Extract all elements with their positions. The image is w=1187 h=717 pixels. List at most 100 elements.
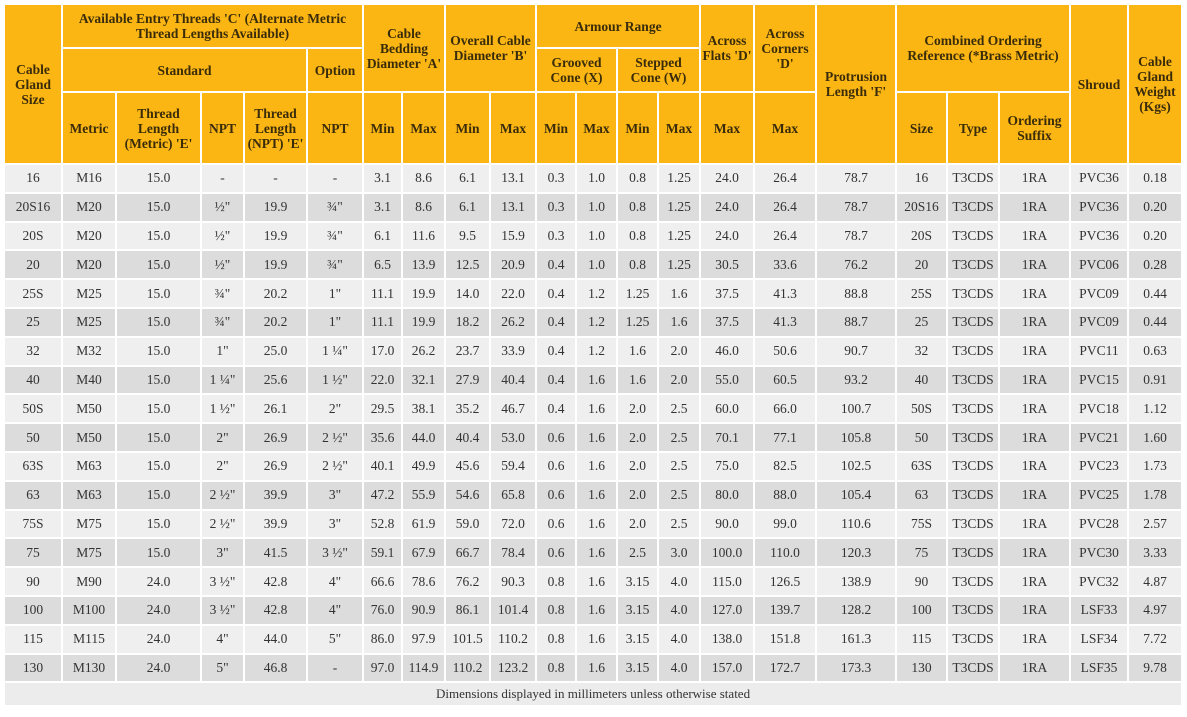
table-row: 90 M90 24.0 3 ½" 42.8 4" 66.6 78.6 76.2 90.3 0.8 1.… <box>5 568 1182 595</box>
table-cell: 7.72 <box>1129 625 1182 653</box>
table-cell: 15.0 <box>117 280 200 307</box>
table-cell: 35.6 <box>364 424 401 451</box>
table-cell: 15.0 <box>117 251 200 279</box>
table-cell: 1.6 <box>577 452 616 480</box>
table-cell: 2.5 <box>618 539 657 567</box>
table-row: 115 M115 24.0 4" 44.0 5" 86.0 97.9 101.5 110.2 0.8… <box>5 625 1182 653</box>
table-cell: 25 <box>5 308 61 336</box>
table-cell: T3CDS <box>948 568 998 595</box>
table-cell: 1.6 <box>577 625 616 653</box>
table-cell: 0.6 <box>537 510 575 538</box>
table-cell: ½" <box>202 251 243 279</box>
table-cell: T3CDS <box>948 366 998 394</box>
header-stepped-min: Min <box>618 93 657 163</box>
table-cell: 130 <box>5 654 61 682</box>
table-cell: 20.9 <box>491 251 535 279</box>
table-row: 75 M75 15.0 3" 41.5 3 ½" 59.1 67.9 66.7 78.4 0.6 1.… <box>5 539 1182 567</box>
table-cell: 1.12 <box>1129 395 1182 423</box>
table-cell: 0.44 <box>1129 280 1182 307</box>
table-cell: 97.0 <box>364 654 401 682</box>
table-cell: 50S <box>897 395 946 423</box>
header-bedding-min: Min <box>364 93 401 163</box>
table-cell: 15.0 <box>117 165 200 192</box>
table-cell: 32.1 <box>403 366 444 394</box>
table-cell: 25S <box>897 280 946 307</box>
table-cell: 75S <box>897 510 946 538</box>
table-cell: 11.6 <box>403 222 444 250</box>
table-cell: 1RA <box>1000 395 1070 423</box>
table-cell: 35.2 <box>446 395 489 423</box>
table-cell: 2.5 <box>659 481 699 509</box>
table-cell: 19.9 <box>403 308 444 336</box>
table-cell: 20.2 <box>245 280 306 307</box>
table-cell: 40 <box>5 366 61 394</box>
table-cell: 26.4 <box>755 222 815 250</box>
table-cell: 15.0 <box>117 308 200 336</box>
table-cell: 1RA <box>1000 452 1070 480</box>
table-cell: T3CDS <box>948 395 998 423</box>
table-cell: 19.9 <box>245 193 306 221</box>
table-cell: 75 <box>897 539 946 567</box>
table-cell: 0.4 <box>537 308 575 336</box>
table-cell: M20 <box>63 222 115 250</box>
table-cell: 1RA <box>1000 596 1070 624</box>
table-cell: 67.9 <box>403 539 444 567</box>
table-cell: 1.0 <box>577 193 616 221</box>
table-cell: 22.0 <box>491 280 535 307</box>
table-row: 20S M20 15.0 ½" 19.9 ¾" 6.1 11.6 9.5 15.9 0.3 1.0 0.… <box>5 222 1182 250</box>
table-cell: 3.0 <box>659 539 699 567</box>
table-cell: 42.8 <box>245 568 306 595</box>
table-cell: 4" <box>308 568 362 595</box>
table-cell: 24.0 <box>701 222 753 250</box>
table-cell: 59.4 <box>491 452 535 480</box>
header-stepped-cone: Stepped Cone (W) <box>618 49 699 91</box>
table-row: 130 M130 24.0 5" 46.8-97.0 114.9 110.2 123.2 0.8… <box>5 654 1182 682</box>
table-cell: 0.8 <box>537 625 575 653</box>
table-cell: 6.5 <box>364 251 401 279</box>
table-cell: 1.2 <box>577 337 616 365</box>
table-cell: 86.1 <box>446 596 489 624</box>
table-cell: PVC36 <box>1071 193 1128 221</box>
table-cell: PVC28 <box>1071 510 1128 538</box>
table-cell: 3" <box>308 510 362 538</box>
table-cell: 3.15 <box>618 654 657 682</box>
header-ordering-suffix: Ordering Suffix <box>1000 93 1070 163</box>
table-cell: PVC30 <box>1071 539 1128 567</box>
table-cell: M63 <box>63 481 115 509</box>
table-cell: PVC06 <box>1071 251 1128 279</box>
table-cell: T3CDS <box>948 280 998 307</box>
table-cell: 110.6 <box>817 510 895 538</box>
table-cell: 1RA <box>1000 481 1070 509</box>
table-cell: 78.6 <box>403 568 444 595</box>
table-cell: 1.6 <box>577 596 616 624</box>
table-cell: 102.5 <box>817 452 895 480</box>
table-cell: 0.3 <box>537 165 575 192</box>
header-weight: Cable Gland Weight (Kgs) <box>1129 5 1182 163</box>
table-cell: 2 ½" <box>308 452 362 480</box>
table-cell: 3.1 <box>364 193 401 221</box>
table-cell: 24.0 <box>701 193 753 221</box>
table-cell: 1" <box>308 280 362 307</box>
table-cell: 63S <box>5 452 61 480</box>
table-cell: 46.7 <box>491 395 535 423</box>
table-cell: T3CDS <box>948 337 998 365</box>
table-cell: 37.5 <box>701 308 753 336</box>
table-cell: 14.0 <box>446 280 489 307</box>
table-cell: 40 <box>897 366 946 394</box>
table-cell: 15.0 <box>117 395 200 423</box>
table-cell: 15.0 <box>117 539 200 567</box>
table-cell: 1RA <box>1000 222 1070 250</box>
table-cell: 4.0 <box>659 654 699 682</box>
table-cell: 1.6 <box>577 424 616 451</box>
table-cell: 93.2 <box>817 366 895 394</box>
table-cell: 1RA <box>1000 568 1070 595</box>
table-cell: 16 <box>897 165 946 192</box>
table-row: 16 M16 15.0- - -3.1 8.6 6.1 13.1 0.3 1.0 0.8 1.25 24… <box>5 165 1182 192</box>
table-cell: 50S <box>5 395 61 423</box>
table-cell: 24.0 <box>117 568 200 595</box>
table-body: 16 M16 15.0- - -3.1 8.6 6.1 13.1 0.3 1.0 0.8 1.25 24… <box>5 165 1182 682</box>
table-cell: 2" <box>202 452 243 480</box>
table-cell: 0.4 <box>537 395 575 423</box>
header-standard: Standard <box>63 49 306 91</box>
table-cell: 3 ½" <box>202 568 243 595</box>
